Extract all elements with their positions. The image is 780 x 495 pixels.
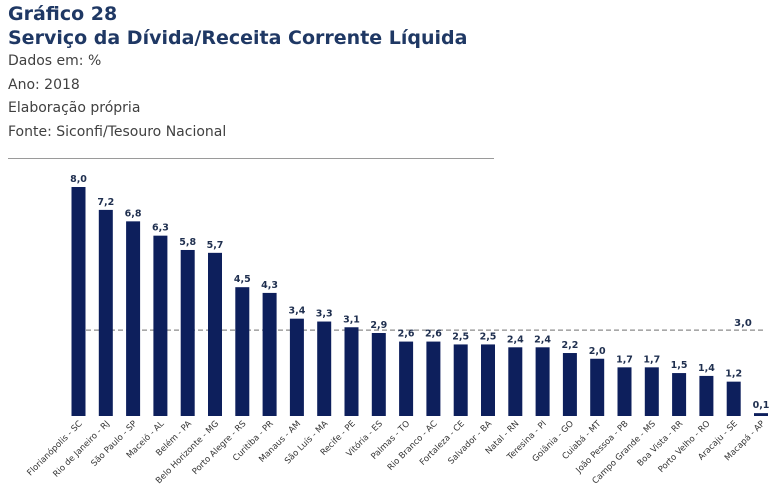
meta-source: Fonte: Siconfi/Tesouro Nacional <box>8 123 227 140</box>
data-label: 3,3 <box>316 309 333 320</box>
data-label: 6,8 <box>125 208 142 219</box>
data-label: 2,6 <box>425 329 442 340</box>
bar <box>453 344 468 416</box>
bar <box>153 235 168 416</box>
data-label: 3,4 <box>288 306 305 317</box>
bar <box>754 413 768 416</box>
bar <box>180 249 195 416</box>
data-label: 1,7 <box>616 354 633 365</box>
data-label: 5,7 <box>207 240 224 251</box>
bar <box>426 341 441 416</box>
data-label: 2,5 <box>452 331 469 342</box>
meta-year: Ano: 2018 <box>8 76 80 93</box>
meta-authorship: Elaboração própria <box>8 100 141 116</box>
header-divider <box>8 158 494 159</box>
data-label: 1,7 <box>643 354 660 365</box>
data-label: 2,9 <box>370 320 387 331</box>
meta-units: Dados em: % <box>8 53 102 69</box>
bar <box>98 209 113 416</box>
data-label: 7,2 <box>97 197 114 208</box>
chart-title: Gráfico 28 <box>8 3 118 25</box>
bar <box>71 187 86 416</box>
data-label: 3,1 <box>343 314 360 325</box>
bar <box>644 367 659 416</box>
chart-header: Gráfico 28 Serviço da Dívida/Receita Cor… <box>8 0 467 144</box>
category-tick-label: Rio Branco - AC <box>386 419 440 473</box>
data-label: 2,0 <box>589 346 606 357</box>
data-label: 1,2 <box>725 369 742 380</box>
data-label: 8,0 <box>70 174 87 185</box>
data-label: 2,5 <box>480 331 497 342</box>
bar <box>535 347 550 416</box>
data-label: 4,5 <box>234 274 251 285</box>
bar <box>317 321 332 416</box>
bar <box>481 344 495 416</box>
bar <box>617 367 632 416</box>
bar <box>289 318 304 416</box>
bar <box>208 252 222 416</box>
bar <box>235 287 250 416</box>
data-label: 0,1 <box>753 400 770 411</box>
data-label: 2,4 <box>507 334 524 345</box>
bar <box>262 292 277 416</box>
bar <box>399 341 414 416</box>
bar <box>562 353 577 416</box>
bar <box>590 358 605 416</box>
data-label: 2,2 <box>561 340 578 351</box>
bar <box>371 332 386 416</box>
bar <box>126 221 141 416</box>
data-label: 2,4 <box>534 334 551 345</box>
bar <box>508 347 523 416</box>
data-label: 1,4 <box>698 363 715 374</box>
data-label: 4,3 <box>261 280 278 291</box>
data-label: 6,3 <box>152 223 169 234</box>
chart-subtitle: Serviço da Dívida/Receita Corrente Líqui… <box>8 27 468 49</box>
data-label: 1,5 <box>671 360 688 371</box>
bar <box>699 375 714 416</box>
data-label: 5,8 <box>179 237 196 248</box>
data-label: 2,6 <box>398 329 415 340</box>
bar <box>344 327 359 416</box>
bar <box>672 373 687 416</box>
bar <box>726 381 741 416</box>
reference-line-label: 3,0 <box>734 318 752 329</box>
